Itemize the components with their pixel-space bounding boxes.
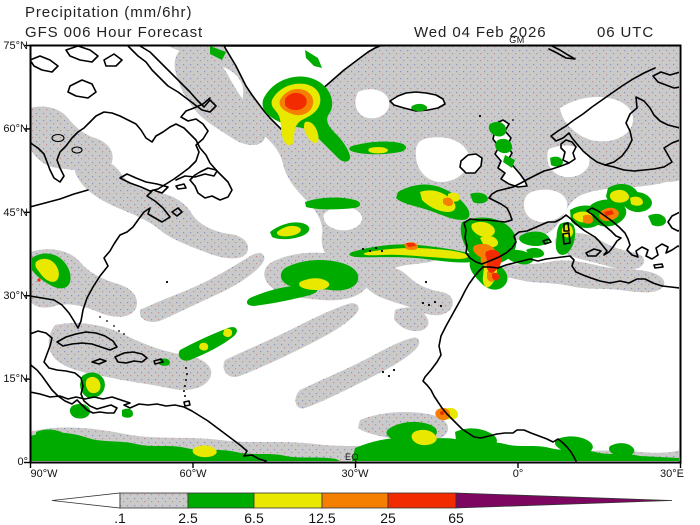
legend-segment-moderate (253, 492, 323, 509)
axis-ticks (24, 44, 682, 468)
map-frame (29, 44, 682, 464)
coastline-iceland (389, 91, 446, 112)
lon-label-30e: 30°E (660, 468, 684, 480)
st-lawrence-river (31, 189, 89, 208)
coastline-baffin-island (127, 46, 217, 113)
coastline-sicily (585, 248, 602, 257)
coastline-mallorca (542, 238, 552, 245)
lat-label-75n: 75°N (3, 40, 28, 52)
legend-wedge-below-min (51, 492, 121, 509)
legend-segment-trace (119, 492, 189, 509)
precip-colorbar (51, 492, 673, 509)
lon-axis: 90°W 60°W 30°W 0° 30°E (30, 468, 684, 480)
coastline-anticosti (175, 183, 187, 190)
legend-label-6p5: 6.5 (244, 510, 264, 525)
lon-label-90w: 90°W (30, 468, 58, 480)
legend-label-65: 65 (448, 510, 464, 525)
coastline-central-america (31, 330, 118, 414)
equator-label: EQ (345, 452, 359, 462)
coastline-labrador (169, 123, 218, 181)
coastline-puerto-rico (153, 358, 164, 365)
coastline-corsica (563, 222, 570, 232)
coastline-north-africa (482, 255, 679, 289)
lon-label-0: 0° (513, 468, 524, 480)
coastline-europe-mainland (463, 162, 679, 265)
valid-date-label: Wed 04 Feb 2026 (414, 24, 547, 41)
coastline-kola (652, 71, 679, 89)
coastline-jamaica (91, 358, 107, 365)
coastline-hispaniola (114, 351, 148, 364)
coastline-sardinia (562, 232, 571, 245)
coastline-layer (31, 46, 679, 462)
coastline-great-britain (492, 119, 528, 188)
greenwich-meridian-label: GM (509, 35, 525, 45)
legend-segment-intense (387, 492, 457, 509)
coastline-newfoundland (189, 167, 233, 201)
model-forecast-label: GFS 006 Hour Forecast (25, 24, 204, 41)
coastline-arctic-islands (31, 46, 123, 99)
coastline-trinidad (183, 400, 191, 407)
page-title: Precipitation (mm/6hr) (25, 4, 193, 21)
legend-segment-light (187, 492, 255, 509)
legend-segment-heavy (321, 492, 389, 509)
legend-label-0p1: .1 (114, 510, 126, 525)
lat-label-45n: 45°N (3, 207, 28, 219)
legend-wedge-above-max (455, 492, 673, 509)
quebec-lake-2 (71, 146, 83, 154)
coastline-south-america (31, 391, 267, 462)
lon-label-30w: 30°W (341, 468, 369, 480)
legend-label-2p5: 2.5 (178, 510, 198, 525)
coastline-crete (653, 263, 664, 269)
coastline-north-america (31, 97, 211, 329)
island-dots (99, 114, 514, 397)
valid-time-label: 06 UTC (597, 24, 655, 41)
lat-label-30n: 30°N (3, 290, 28, 302)
coastline-hudson-bay (31, 111, 171, 183)
colorbar-labels: .1 2.5 6.5 12.5 25 65 (114, 510, 464, 525)
coastline-cuba (56, 331, 118, 351)
lon-label-60w: 60°W (179, 468, 207, 480)
coastline-scandinavia (550, 67, 679, 166)
lat-label-60n: 60°N (3, 123, 28, 135)
coastline-baltic-south (604, 139, 679, 172)
legend-label-25: 25 (380, 510, 396, 525)
coastline-west-africa (422, 266, 577, 462)
coastline-denmark (560, 139, 577, 164)
lat-axis: 75°N 60°N 45°N 30°N 15°N 0° (3, 40, 28, 468)
coastline-ireland (459, 153, 483, 174)
lat-label-0: 0° (17, 456, 28, 468)
quebec-lake (51, 133, 65, 143)
lat-label-15n: 15°N (3, 373, 28, 385)
legend-label-12p5: 12.5 (308, 510, 335, 525)
coastline-black-sea (667, 211, 679, 232)
coastline-norway-arctic (548, 46, 576, 60)
coastline-cape-breton (171, 207, 183, 217)
